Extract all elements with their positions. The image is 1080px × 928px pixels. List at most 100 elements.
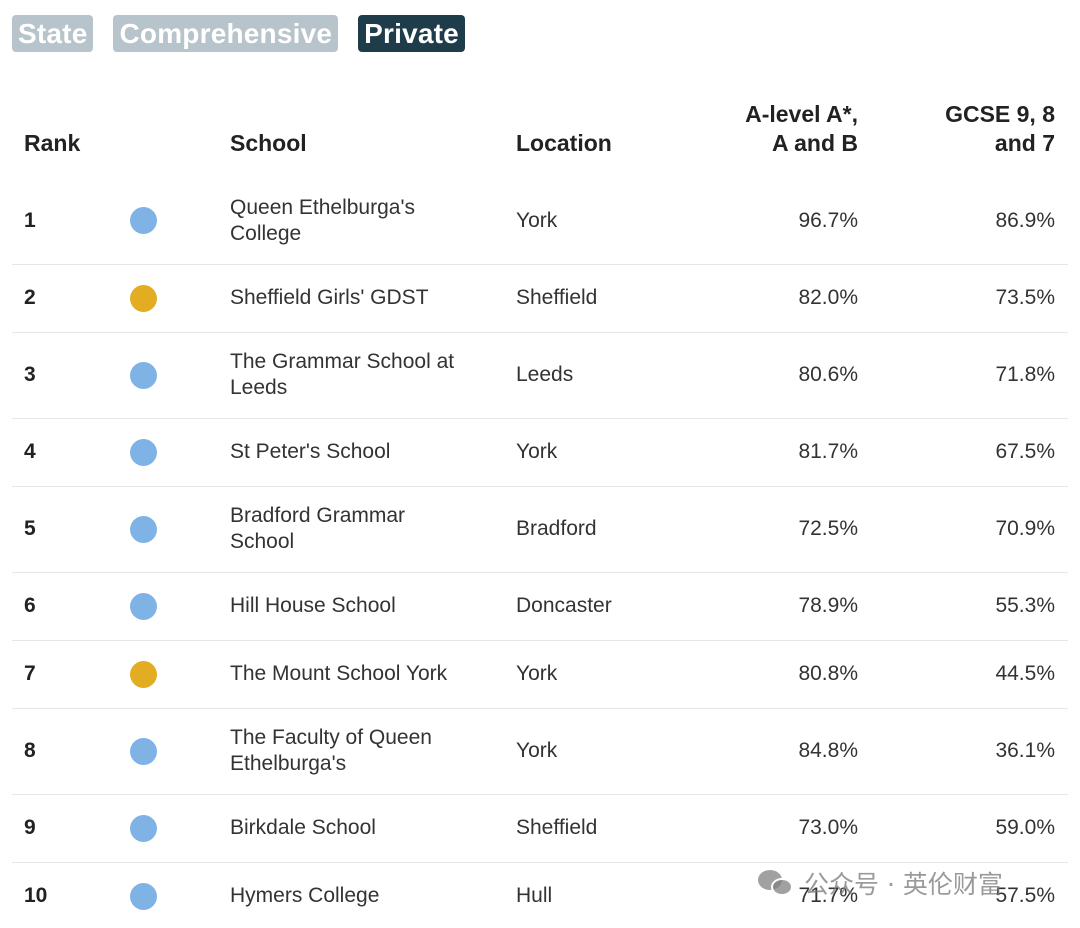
gcse-cell: 73.5%: [995, 286, 1055, 309]
school-ranking-table: Rank School Location A-level A*, A and B…: [12, 100, 1068, 928]
school-name-line2: Ethelburga's: [230, 752, 347, 775]
gcse-cell: 59.0%: [995, 816, 1055, 839]
school-name-line1: Hill House School: [230, 594, 396, 617]
rank-cell: 4: [24, 440, 36, 463]
school-name-line2: School: [230, 530, 295, 553]
table-row[interactable]: 8 The Faculty of Queen Ethelburga's York 84.…: [12, 708, 1068, 794]
table-row[interactable]: 3 The Grammar School at Leeds Leeds 80.6% 71.…: [12, 332, 1068, 418]
school-type-filter: State Comprehensive Private: [12, 15, 465, 52]
school-name-line1: Bradford Grammar: [230, 504, 406, 527]
gcse-cell: 86.9%: [995, 208, 1055, 232]
wechat-icon: [758, 868, 796, 898]
school-name-line1: Birkdale School: [230, 816, 376, 839]
school-cell: The Grammar School at Leeds: [230, 332, 516, 418]
header-location[interactable]: Location: [516, 130, 612, 156]
school-cell: Bradford Grammar School: [230, 486, 516, 572]
school-name-line1: Hymers College: [230, 884, 380, 908]
header-alevel[interactable]: A-level A*, A and B: [726, 100, 871, 178]
gcse-cell: 44.5%: [995, 662, 1055, 685]
school-cell: Birkdale School: [230, 794, 516, 862]
alevel-cell: 80.8%: [798, 662, 858, 685]
school-name-line1: Sheffield Girls' GDST: [230, 286, 429, 309]
type-cell: [130, 486, 230, 572]
gcse-cell: 55.3%: [995, 594, 1055, 617]
type-cell: [130, 178, 230, 264]
school-name-line1: Queen Ethelburga's: [230, 195, 415, 219]
table-row[interactable]: 9 Birkdale School Sheffield 73.0% 59.0%: [12, 794, 1068, 862]
watermark-text: 公众号 · 英伦财富: [804, 870, 1003, 899]
header-school[interactable]: School: [230, 130, 307, 156]
school-cell: Queen Ethelburga's College: [230, 178, 516, 264]
type-cell: [130, 708, 230, 794]
table-row[interactable]: 2 Sheffield Girls' GDST Sheffield 82.0% 73.5…: [12, 264, 1068, 332]
table-row[interactable]: 10 Hymers College Hull 71.7% 57.5%: [12, 862, 1068, 928]
rank-cell: 2: [24, 286, 36, 309]
gcse-cell: 67.5%: [995, 440, 1055, 463]
school-name-line1: The Faculty of Queen: [230, 726, 432, 749]
header-gcse-line1: GCSE 9, 8: [945, 101, 1055, 127]
school-name-line1: The Grammar School at: [230, 350, 455, 373]
type-cell: [130, 332, 230, 418]
school-type-dot-icon: [130, 284, 157, 312]
school-type-dot-icon: [130, 515, 157, 543]
location-cell: York: [516, 208, 558, 232]
school-cell: St Peter's School: [230, 418, 516, 486]
gcse-cell: 70.9%: [995, 517, 1055, 540]
rank-cell: 3: [24, 363, 36, 386]
location-cell: York: [516, 739, 558, 762]
rank-cell: 7: [24, 662, 36, 685]
school-cell: Hymers College: [230, 862, 516, 928]
gcse-cell: 71.8%: [995, 363, 1055, 386]
header-gcse[interactable]: GCSE 9, 8 and 7: [871, 100, 1068, 178]
table-row[interactable]: 7 The Mount School York York 80.8% 44.5%: [12, 640, 1068, 708]
filter-private-button[interactable]: Private: [358, 15, 465, 52]
alevel-cell: 81.7%: [798, 440, 858, 463]
header-alevel-line1: A-level A*,: [745, 101, 858, 127]
gcse-cell: 36.1%: [995, 739, 1055, 762]
school-type-dot-icon: [130, 438, 157, 466]
alevel-cell: 84.8%: [798, 739, 858, 762]
location-cell: Bradford: [516, 517, 597, 540]
filter-comprehensive-button[interactable]: Comprehensive: [113, 15, 339, 52]
location-cell: Sheffield: [516, 286, 598, 309]
location-cell: Leeds: [516, 363, 574, 386]
school-type-dot-icon: [130, 660, 157, 688]
wechat-watermark: 公众号 · 英伦财富: [758, 865, 1003, 901]
table-row[interactable]: 5 Bradford Grammar School Bradford 72.5% 70.9…: [12, 486, 1068, 572]
alevel-cell: 82.0%: [798, 286, 858, 309]
school-type-dot-icon: [130, 737, 157, 765]
type-cell: [130, 640, 230, 708]
table-row[interactable]: 6 Hill House School Doncaster 78.9% 55.3%: [12, 572, 1068, 640]
type-cell: [130, 264, 230, 332]
rank-cell: 6: [24, 594, 36, 617]
school-type-dot-icon: [130, 592, 157, 620]
school-cell: The Faculty of Queen Ethelburga's: [230, 708, 516, 794]
alevel-cell: 80.6%: [798, 363, 858, 386]
rank-cell: 9: [24, 816, 36, 839]
header-rank[interactable]: Rank: [24, 130, 81, 156]
header-alevel-line2: A and B: [771, 130, 858, 156]
alevel-cell: 72.5%: [798, 517, 858, 540]
rank-cell: 8: [24, 739, 36, 762]
school-type-dot-icon: [130, 361, 157, 389]
type-cell: [130, 572, 230, 640]
rank-cell: 5: [24, 517, 36, 540]
alevel-cell: 96.7%: [798, 208, 858, 232]
filter-state-button[interactable]: State: [12, 15, 94, 52]
location-cell: York: [516, 662, 558, 685]
alevel-cell: 78.9%: [798, 594, 858, 617]
alevel-cell: 73.0%: [798, 816, 858, 839]
school-type-dot-icon: [130, 207, 157, 235]
location-cell: Sheffield: [516, 816, 598, 839]
table-row[interactable]: 4 St Peter's School York 81.7% 67.5%: [12, 418, 1068, 486]
type-cell: [130, 862, 230, 928]
school-type-dot-icon: [130, 882, 157, 910]
school-type-dot-icon: [130, 814, 157, 842]
location-cell: Hull: [516, 884, 553, 908]
type-cell: [130, 418, 230, 486]
rank-cell: 1: [24, 208, 36, 232]
school-cell: Hill House School: [230, 572, 516, 640]
table-row[interactable]: 1 Queen Ethelburga's College York 96.7% 86.9%: [12, 178, 1068, 264]
school-name-line2: College: [230, 221, 302, 245]
type-cell: [130, 794, 230, 862]
